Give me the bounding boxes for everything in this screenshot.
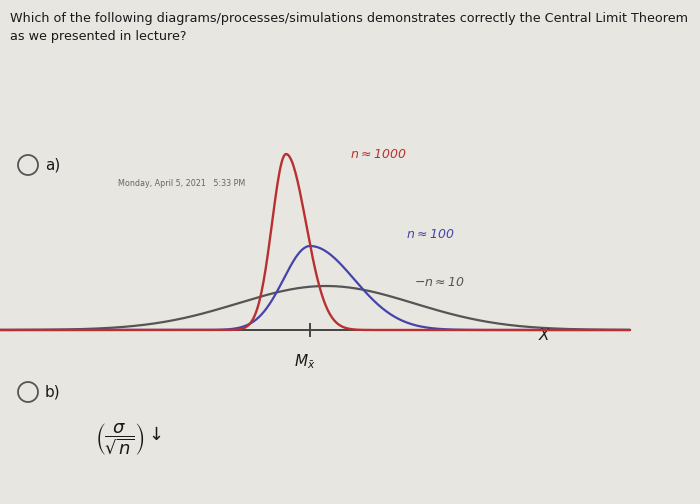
Text: $\left(\dfrac{\sigma}{\sqrt{n}}\right)\downarrow$: $\left(\dfrac{\sigma}{\sqrt{n}}\right)\d… (95, 422, 162, 458)
Text: a): a) (45, 157, 60, 172)
Text: $n\approx$1000: $n\approx$1000 (350, 148, 407, 160)
Text: $n\approx$100: $n\approx$100 (406, 227, 454, 240)
Text: X: X (539, 328, 550, 343)
Text: $-n\approx$10: $-n\approx$10 (414, 276, 465, 288)
Text: Monday, April 5, 2021   5:33 PM: Monday, April 5, 2021 5:33 PM (118, 178, 245, 187)
Text: as we presented in lecture?: as we presented in lecture? (10, 30, 186, 43)
Text: Which of the following diagrams/processes/simulations demonstrates correctly the: Which of the following diagrams/processe… (10, 12, 688, 25)
Text: $\mathit{M}_{\bar{x}}$: $\mathit{M}_{\bar{x}}$ (294, 352, 316, 371)
Text: b): b) (45, 385, 61, 400)
